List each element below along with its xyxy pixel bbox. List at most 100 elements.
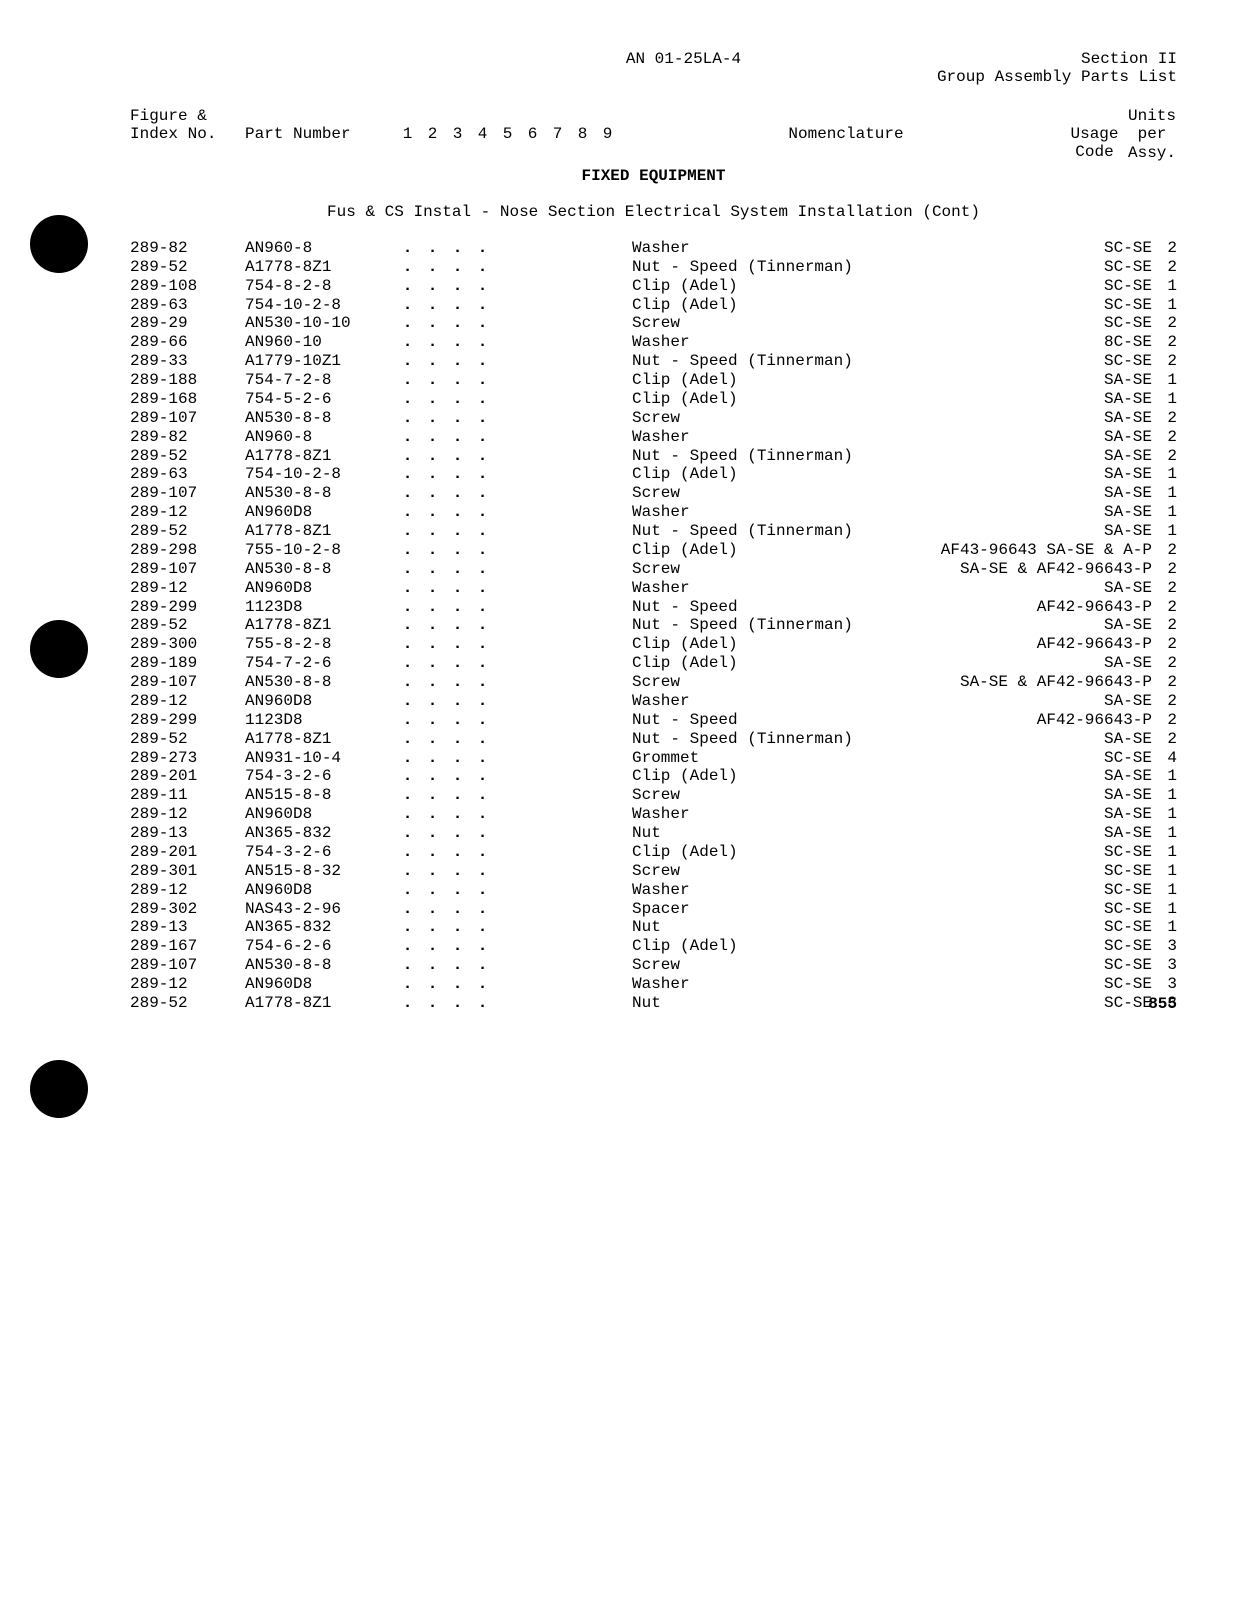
- dot-icon: .: [445, 824, 470, 843]
- dot-icon: .: [420, 673, 445, 692]
- nomenclature-cell: Washer: [620, 975, 1104, 994]
- dot-icon: .: [420, 635, 445, 654]
- usage-code-cell: SC-SE: [1104, 862, 1162, 881]
- nomenclature-cell: Screw: [620, 484, 1104, 503]
- dot-icon: .: [420, 371, 445, 390]
- part-number-cell: AN960D8: [245, 579, 395, 598]
- part-number-cell: A1778-8Z1: [245, 447, 395, 466]
- part-number-cell: AN960-8: [245, 428, 395, 447]
- nomenclature-cell: Screw: [620, 862, 1104, 881]
- nomenclature-cell: Nut: [620, 824, 1104, 843]
- table-row: 289-301AN515-8-32....ScrewSC-SE1: [130, 862, 1177, 881]
- usage-code-cell: SA-SE & AF42-96643-P: [960, 673, 1162, 692]
- units-cell: 1: [1162, 862, 1177, 881]
- dot-icon: .: [395, 277, 420, 296]
- col-units-line2: per: [1127, 125, 1177, 143]
- dot-icon: .: [395, 409, 420, 428]
- part-number-cell: 754-5-2-6: [245, 390, 395, 409]
- units-cell: 2: [1162, 673, 1177, 692]
- usage-code-cell: SC-SE: [1104, 277, 1162, 296]
- part-number-cell: A1778-8Z1: [245, 730, 395, 749]
- col-units-line1: Units: [1127, 107, 1177, 125]
- dot-icon: .: [470, 805, 495, 824]
- dot-icon: .: [420, 296, 445, 315]
- nomenclature-cell: Washer: [620, 805, 1104, 824]
- dot-icon: .: [420, 465, 445, 484]
- dot-icon: .: [445, 465, 470, 484]
- dot-icon: .: [395, 937, 420, 956]
- indent-dots: ....: [395, 503, 620, 522]
- figure-index-cell: 289-201: [130, 843, 245, 862]
- figure-index-cell: 289-13: [130, 918, 245, 937]
- part-number-cell: AN530-10-10: [245, 314, 395, 333]
- indent-dots: ....: [395, 465, 620, 484]
- dot-icon: .: [420, 447, 445, 466]
- dot-icon: .: [445, 616, 470, 635]
- dot-icon: .: [445, 333, 470, 352]
- table-row: 289-108754-8-2-8....Clip (Adel)SC-SE1: [130, 277, 1177, 296]
- dot-icon: .: [395, 900, 420, 919]
- usage-code-cell: SA-SE: [1104, 522, 1162, 541]
- table-row: 289-66AN960-10....Washer8C-SE2: [130, 333, 1177, 352]
- indent-dots: ....: [395, 692, 620, 711]
- dot-icon: .: [445, 843, 470, 862]
- units-cell: 1: [1162, 296, 1177, 315]
- dot-icon: .: [420, 918, 445, 937]
- figure-index-cell: 289-107: [130, 484, 245, 503]
- dot-icon: .: [395, 956, 420, 975]
- dot-icon: .: [420, 428, 445, 447]
- usage-code-cell: SC-SE: [1104, 918, 1162, 937]
- part-number-cell: AN530-8-8: [245, 560, 395, 579]
- usage-code-cell: SA-SE & AF42-96643-P: [960, 560, 1162, 579]
- dot-icon: .: [445, 711, 470, 730]
- dot-icon: .: [395, 918, 420, 937]
- dot-icon: .: [420, 749, 445, 768]
- nomenclature-cell: Washer: [620, 692, 1104, 711]
- dot-icon: .: [420, 786, 445, 805]
- nomenclature-cell: Screw: [620, 314, 1104, 333]
- usage-code-cell: SC-SE: [1104, 239, 1162, 258]
- part-number-cell: 755-8-2-8: [245, 635, 395, 654]
- figure-index-cell: 289-63: [130, 296, 245, 315]
- dot-icon: .: [395, 428, 420, 447]
- col-7: 7: [545, 125, 570, 143]
- nomenclature-cell: Nut - Speed (Tinnerman): [620, 258, 1104, 277]
- dot-icon: .: [445, 786, 470, 805]
- part-number-cell: AN530-8-8: [245, 409, 395, 428]
- col-figure-line1: Figure &: [130, 107, 245, 125]
- usage-code-cell: SA-SE: [1104, 692, 1162, 711]
- usage-code-cell: SC-SE: [1104, 937, 1162, 956]
- dot-icon: .: [470, 277, 495, 296]
- dot-icon: .: [445, 994, 470, 1013]
- indent-dots: ....: [395, 484, 620, 503]
- nomenclature-cell: Washer: [620, 428, 1104, 447]
- dot-icon: .: [470, 522, 495, 541]
- dot-icon: .: [420, 862, 445, 881]
- nomenclature-cell: Nut - Speed: [620, 598, 1037, 617]
- col-3: 3: [445, 125, 470, 143]
- units-cell: 1: [1162, 484, 1177, 503]
- figure-index-cell: 289-11: [130, 786, 245, 805]
- indent-dots: ....: [395, 447, 620, 466]
- indent-dots: ....: [395, 862, 620, 881]
- figure-index-cell: 289-52: [130, 616, 245, 635]
- dot-icon: .: [420, 654, 445, 673]
- dot-icon: .: [395, 484, 420, 503]
- part-number-cell: 754-6-2-6: [245, 937, 395, 956]
- figure-index-cell: 289-13: [130, 824, 245, 843]
- dot-icon: .: [470, 428, 495, 447]
- indent-dots: ....: [395, 786, 620, 805]
- indent-dots: ....: [395, 541, 620, 560]
- part-number-cell: 1123D8: [245, 711, 395, 730]
- col-units-line3: Assy.: [1127, 144, 1177, 162]
- parts-table-body: 289-82AN960-8....WasherSC-SE2289-52A1778…: [130, 239, 1177, 1013]
- dot-icon: .: [470, 239, 495, 258]
- dot-icon: .: [395, 786, 420, 805]
- indent-dots: ....: [395, 579, 620, 598]
- figure-index-cell: 289-12: [130, 579, 245, 598]
- part-number-cell: AN530-8-8: [245, 956, 395, 975]
- units-cell: 2: [1162, 560, 1177, 579]
- dot-icon: .: [395, 598, 420, 617]
- dot-icon: .: [445, 881, 470, 900]
- units-cell: 1: [1162, 843, 1177, 862]
